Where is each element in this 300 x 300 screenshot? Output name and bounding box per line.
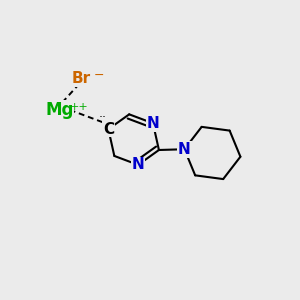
Text: ++: ++: [70, 102, 89, 112]
Text: N: N: [178, 142, 191, 157]
Text: −: −: [94, 69, 104, 82]
Text: C: C: [103, 122, 114, 137]
Text: N: N: [132, 158, 145, 172]
Text: ··: ··: [99, 111, 107, 124]
Text: N: N: [147, 116, 159, 131]
Text: Mg: Mg: [45, 101, 74, 119]
Text: Br: Br: [72, 71, 91, 86]
